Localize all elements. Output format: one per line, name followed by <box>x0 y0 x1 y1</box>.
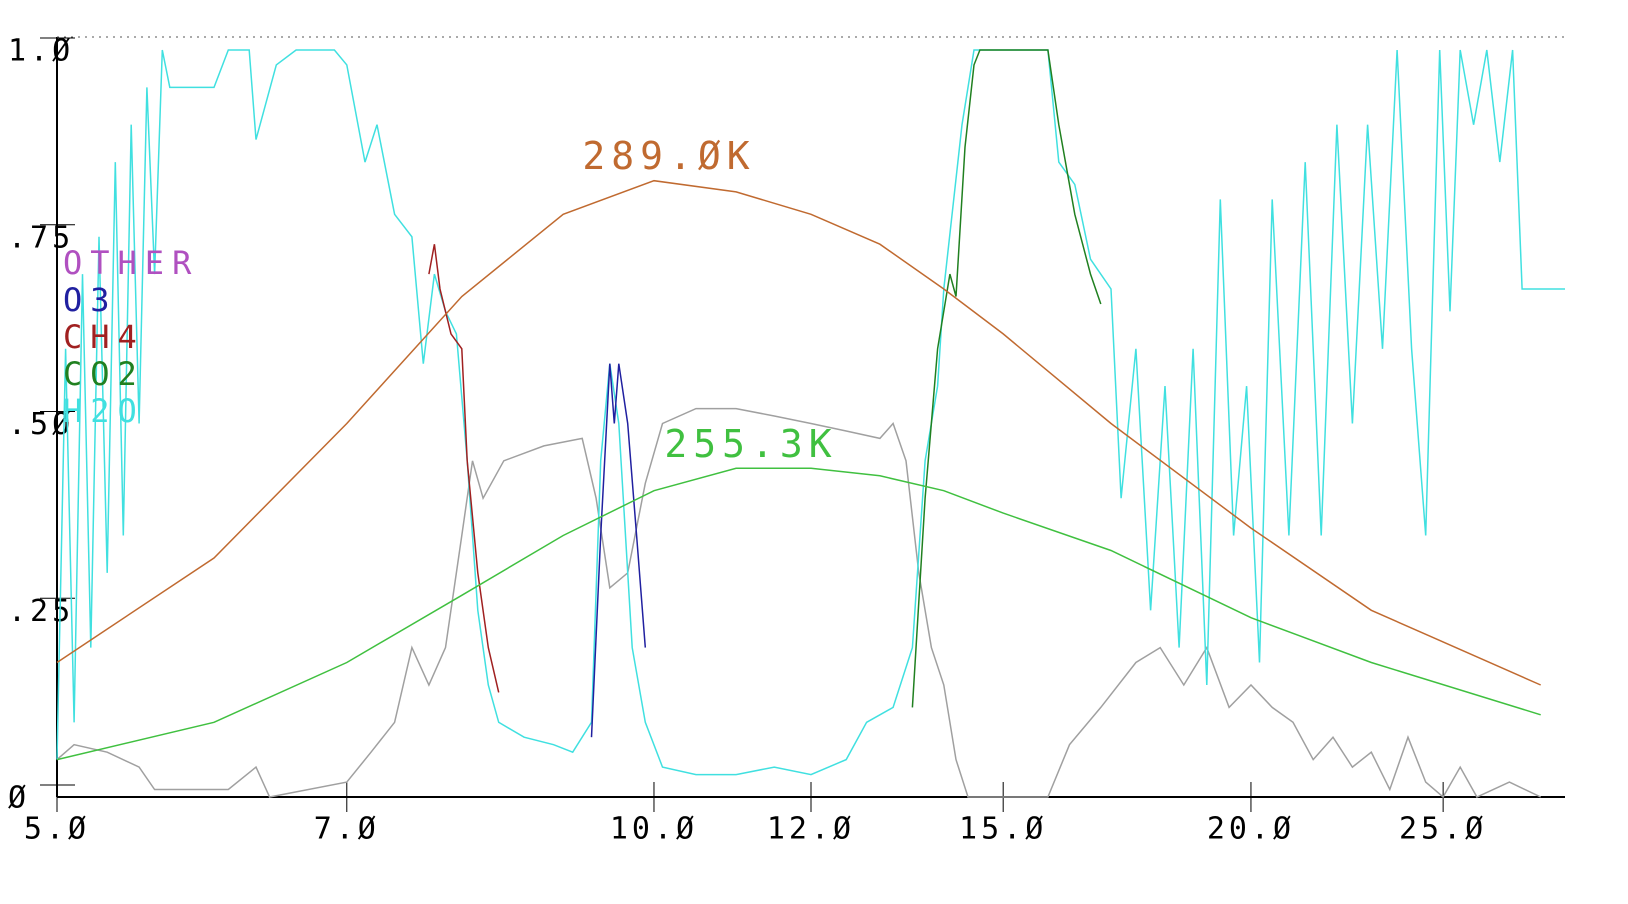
y-tick-label: .5Ø <box>8 407 74 442</box>
series-line <box>56 407 1542 799</box>
series-line <box>56 49 1565 776</box>
legend-entry: OTHER <box>63 244 199 282</box>
curve-label: 255.3K <box>664 422 837 466</box>
legend-entry: CH4 <box>63 318 145 356</box>
legend-entry: H2O <box>63 392 145 430</box>
legend-entry: O3 <box>63 281 118 319</box>
series-line <box>911 49 1102 708</box>
x-tick-label: 15.Ø <box>959 812 1047 847</box>
x-tick-label: 12.Ø <box>767 812 855 847</box>
x-tick-label: 25.Ø <box>1399 812 1487 847</box>
curve-label: 289.ØK <box>582 134 755 178</box>
legend-entry: CO2 <box>63 355 145 393</box>
y-tick-label: .25 <box>8 594 74 629</box>
x-tick-label: 10.Ø <box>610 812 698 847</box>
x-tick-label: 5.Ø <box>24 812 90 847</box>
x-tick-label: 7.Ø <box>314 812 380 847</box>
planck-curve <box>56 179 1542 686</box>
y-tick-label: 1.Ø <box>8 34 74 69</box>
planck-curve <box>56 467 1541 761</box>
x-tick-label: 20.Ø <box>1207 812 1295 847</box>
series-line <box>590 363 647 738</box>
series-line <box>428 244 500 693</box>
y-tick-label: .75 <box>8 220 74 255</box>
y-tick-label: Ø <box>8 781 30 816</box>
